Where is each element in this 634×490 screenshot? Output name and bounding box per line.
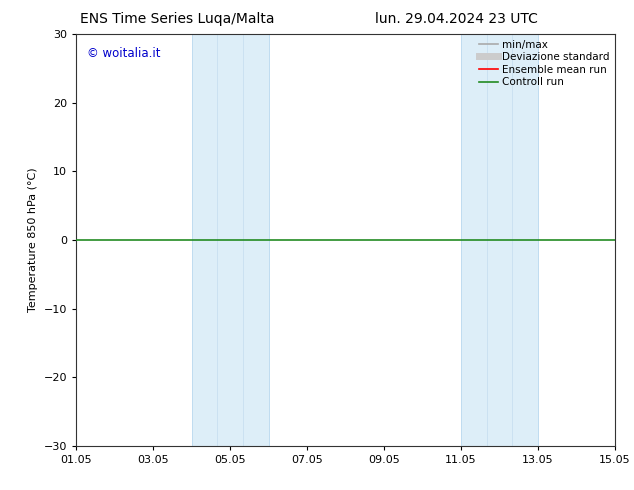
Bar <box>191 34 269 446</box>
Text: lun. 29.04.2024 23 UTC: lun. 29.04.2024 23 UTC <box>375 12 538 26</box>
Text: © woitalia.it: © woitalia.it <box>87 47 160 60</box>
Legend: min/max, Deviazione standard, Ensemble mean run, Controll run: min/max, Deviazione standard, Ensemble m… <box>476 36 613 91</box>
Y-axis label: Temperature 850 hPa (°C): Temperature 850 hPa (°C) <box>28 168 38 313</box>
Text: ENS Time Series Luqa/Malta: ENS Time Series Luqa/Malta <box>81 12 275 26</box>
Bar <box>461 34 538 446</box>
